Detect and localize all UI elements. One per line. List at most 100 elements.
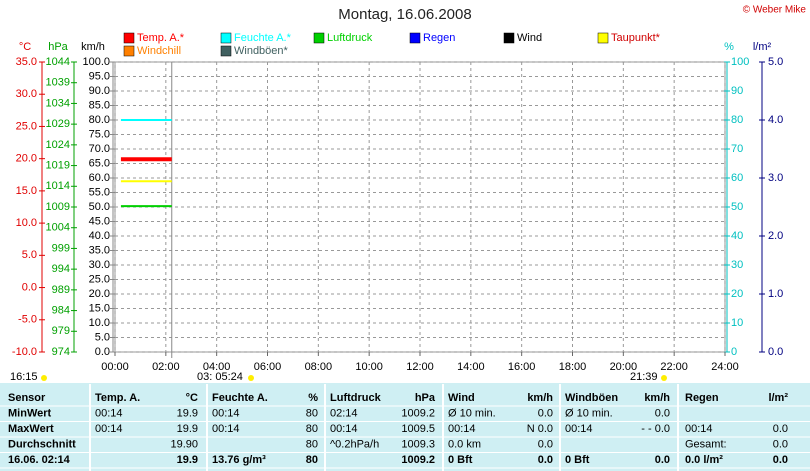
table-cell: 80 [306, 454, 318, 466]
table-cell: N 0.0 [527, 423, 553, 435]
table-cell: l/m² [768, 392, 788, 404]
y-tick-label: 35.0 [16, 56, 37, 68]
legend-swatch [313, 32, 325, 44]
legend-label: Luftdruck [327, 32, 373, 44]
chart-title: Montag, 16.06.2008 [338, 6, 471, 23]
y-tick-label: 10.0 [89, 317, 110, 329]
axis-unit: hPa [48, 41, 68, 53]
y-tick-label: 20.0 [89, 288, 110, 300]
y-tick-label: 40.0 [89, 230, 110, 242]
table-cell: 80 [306, 438, 318, 450]
axis-unit: °C [19, 41, 31, 53]
table-cell: Ø 10 min. [565, 407, 613, 419]
table-cell: 80 [306, 423, 318, 435]
x-tick-label: 14:00 [457, 361, 485, 373]
table-cell: Regen [685, 392, 719, 404]
y-tick-label: 979 [52, 325, 70, 337]
table-cell: 02:14 [330, 407, 358, 419]
y-tick-label: 70.0 [89, 143, 110, 155]
table-cell: MinWert [8, 407, 52, 419]
table-cell: km/h [644, 392, 670, 404]
y-tick-label: 55.0 [89, 186, 110, 198]
table-cell: 1009.2 [401, 454, 435, 466]
table-cell: 19.9 [177, 423, 198, 435]
table-cell: 0.0 [538, 438, 553, 450]
legend-label: Taupunkt* [611, 32, 661, 44]
y-tick-label: 95.0 [89, 70, 110, 82]
axis-unit: % [724, 41, 734, 53]
y-tick-label: 30.0 [16, 88, 37, 100]
table-cell: hPa [415, 392, 436, 404]
y-tick-label: 5.0 [768, 56, 783, 68]
legend-swatch [220, 32, 232, 44]
table-cell: Windböen [565, 392, 618, 404]
y-tick-label: 50 [731, 201, 743, 213]
y-tick-label: 3.0 [768, 172, 783, 184]
y-tick-label: 0.0 [95, 346, 110, 358]
table-cell: Wind [448, 392, 475, 404]
y-tick-label: 1029 [46, 118, 70, 130]
table-cell: - - 0.0 [641, 423, 670, 435]
y-tick-label: 1044 [46, 56, 70, 68]
y-tick-label: 15.0 [16, 185, 37, 197]
table-cell: 0.0 l/m² [685, 454, 723, 466]
table-cell: 00:14 [212, 423, 240, 435]
legend-swatch [503, 32, 515, 44]
table-cell: Luftdruck [330, 392, 382, 404]
y-tick-label: 999 [52, 242, 70, 254]
legend-label: Windböen* [234, 45, 289, 57]
table-cell: 80 [306, 407, 318, 419]
sun-annotation: 16:15 [10, 371, 38, 383]
y-tick-label: 1014 [46, 180, 70, 192]
x-tick-label: 12:00 [406, 361, 434, 373]
legend-label: Temp. A.* [137, 32, 185, 44]
y-tick-label: 60.0 [89, 172, 110, 184]
x-tick-label: 20:00 [610, 361, 638, 373]
legend-label: Windchill [137, 45, 181, 57]
table-cell: 00:14 [685, 423, 713, 435]
y-tick-label: 20 [731, 288, 743, 300]
table-cell: Durchschnitt [8, 438, 76, 450]
table-cell: 0.0 [655, 407, 670, 419]
table-cell: Ø 10 min. [448, 407, 496, 419]
copyright: © Weber Mike [743, 5, 807, 16]
legend-swatch [409, 32, 421, 44]
table-cell: 00:14 [95, 407, 123, 419]
y-tick-label: 50.0 [89, 201, 110, 213]
x-tick-label: 00:00 [101, 361, 129, 373]
y-tick-label: 1024 [46, 139, 70, 151]
y-tick-label: 10.0 [16, 217, 37, 229]
legend-swatch [123, 45, 135, 57]
table-background [0, 383, 810, 471]
table-cell: 0.0 [655, 454, 670, 466]
y-tick-label: -10.0 [12, 346, 37, 358]
y-tick-label: 85.0 [89, 99, 110, 111]
legend-swatch [597, 32, 609, 44]
y-tick-label: 984 [52, 304, 70, 316]
y-tick-label: 25.0 [16, 120, 37, 132]
axis-unit: km/h [81, 41, 105, 53]
y-tick-label: 989 [52, 284, 70, 296]
y-tick-label: 80.0 [89, 114, 110, 126]
table-cell: 1009.2 [401, 407, 435, 419]
y-tick-label: 5.0 [22, 249, 37, 261]
sun-annotation: 21:39 [630, 371, 658, 383]
y-tick-label: 4.0 [768, 114, 783, 126]
sun-icon [41, 375, 47, 381]
sun-annotation: 03: 05:24 [197, 371, 243, 383]
y-tick-label: 1039 [46, 77, 70, 89]
y-tick-label: 90 [731, 85, 743, 97]
y-tick-label: 0.0 [768, 346, 783, 358]
table-cell: 0.0 [538, 454, 553, 466]
table-cell: 0.0 [773, 438, 788, 450]
table-cell: 19.9 [177, 407, 198, 419]
table-cell: 00:14 [448, 423, 476, 435]
table-cell: % [308, 392, 318, 404]
y-tick-label: 1004 [46, 222, 70, 234]
table-cell: 0 Bft [565, 454, 590, 466]
table-cell: 0.0 [773, 454, 788, 466]
y-tick-label: 70 [731, 143, 743, 155]
legend-label: Regen [423, 32, 455, 44]
table-cell: 19.9 [177, 454, 198, 466]
